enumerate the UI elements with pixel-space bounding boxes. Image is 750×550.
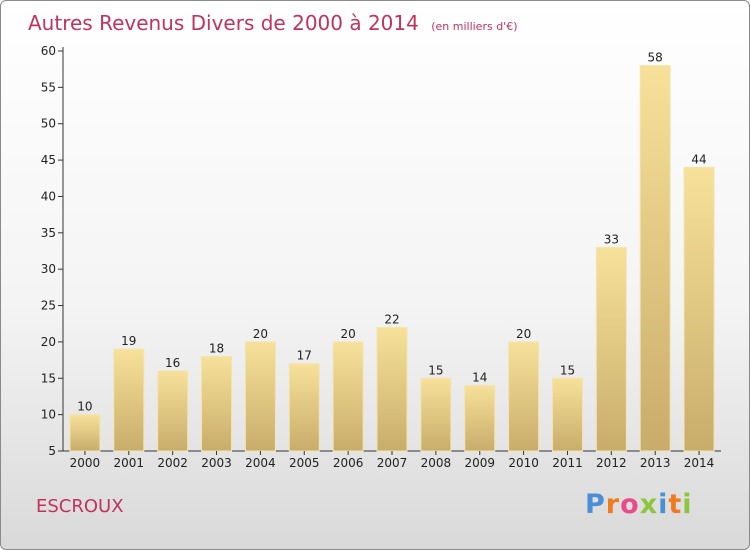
chart-title: Autres Revenus Divers de 2000 à 2014 (en…	[28, 11, 518, 35]
data-label-2003: 18	[209, 341, 224, 355]
logo-letter: i	[658, 489, 669, 520]
proxiti-logo[interactable]: Proxiti	[585, 489, 693, 520]
y-tick-label: 40	[41, 189, 56, 203]
data-label-2011: 15	[560, 363, 575, 377]
y-tick-label: 45	[41, 153, 56, 167]
x-tick-label-2012: 2012	[596, 456, 627, 470]
data-label-2009: 14	[472, 371, 487, 385]
bar-2006	[332, 341, 364, 452]
y-tick-label: 55	[41, 80, 56, 94]
x-tick-label-2006: 2006	[333, 456, 364, 470]
x-tick-label-2013: 2013	[640, 456, 671, 470]
bar-2000	[69, 414, 101, 452]
logo-letter: i	[682, 489, 693, 520]
y-tick-label: 15	[41, 371, 56, 385]
bar-2010	[508, 341, 540, 452]
chart-title-text: Autres Revenus Divers de 2000 à 2014	[28, 11, 419, 35]
x-tick-label-2004: 2004	[245, 456, 276, 470]
bar-2007	[376, 326, 408, 452]
data-label-2013: 58	[648, 51, 663, 65]
commune-name: ESCROUX	[36, 496, 124, 517]
logo-letter: x	[639, 489, 659, 520]
x-tick-label-2002: 2002	[157, 456, 188, 470]
bar-2009	[464, 385, 496, 452]
data-label-2006: 20	[340, 327, 355, 341]
bar-2005	[288, 363, 320, 452]
bar-2008	[420, 377, 452, 452]
data-label-2008: 15	[428, 363, 443, 377]
logo-letter: r	[605, 489, 621, 520]
x-tick-label-2000: 2000	[70, 456, 101, 470]
x-tick-label-2008: 2008	[421, 456, 452, 470]
data-label-2001: 19	[121, 334, 136, 348]
y-tick-label: 30	[41, 262, 56, 276]
data-label-2010: 20	[516, 327, 531, 341]
x-tick-label-2007: 2007	[377, 456, 408, 470]
y-tick-label: 25	[41, 299, 56, 313]
x-tick-label-2001: 2001	[114, 456, 145, 470]
data-label-2004: 20	[253, 327, 268, 341]
logo-letter: t	[668, 489, 683, 520]
y-tick-label: 20	[41, 335, 56, 349]
x-tick-label-2003: 2003	[201, 456, 232, 470]
data-label-2002: 16	[165, 356, 180, 370]
bar-2012	[595, 246, 627, 452]
data-label-2014: 44	[691, 152, 706, 166]
bar-2001	[113, 348, 145, 452]
x-tick-label-2014: 2014	[684, 456, 715, 470]
y-tick-label: 5	[48, 444, 56, 458]
logo-letter: P	[585, 489, 606, 520]
data-label-2005: 17	[297, 349, 312, 363]
data-label-2007: 22	[384, 312, 399, 326]
logo-letter: o	[620, 489, 640, 520]
bar-2004	[244, 341, 276, 452]
bar-2011	[551, 377, 583, 452]
bar-2013	[639, 65, 671, 452]
x-tick-label-2005: 2005	[289, 456, 320, 470]
bar-2003	[201, 355, 233, 452]
bar-2014	[683, 166, 715, 452]
y-tick-label: 10	[41, 408, 56, 422]
data-label-2000: 10	[77, 400, 92, 414]
data-label-2012: 33	[604, 232, 619, 246]
x-tick-label-2009: 2009	[464, 456, 495, 470]
x-tick-label-2011: 2011	[552, 456, 583, 470]
bar-2002	[157, 370, 189, 452]
y-tick-label: 60	[41, 44, 56, 58]
y-tick-label: 50	[41, 117, 56, 131]
x-tick-label-2010: 2010	[508, 456, 539, 470]
chart-subtitle: (en milliers d'€)	[431, 20, 518, 33]
y-tick-label: 35	[41, 226, 56, 240]
